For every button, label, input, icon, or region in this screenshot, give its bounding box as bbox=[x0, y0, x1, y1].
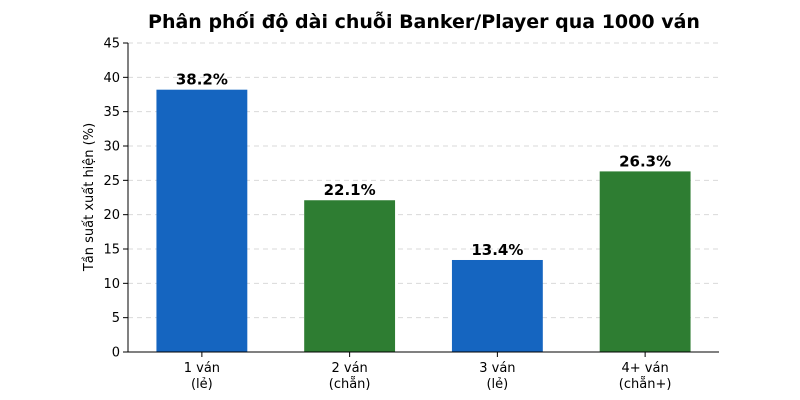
y-tick-label: 35 bbox=[103, 105, 120, 120]
x-tick-label-line: 1 ván bbox=[184, 361, 220, 376]
chart-title: Phân phối độ dài chuỗi Banker/Player qua… bbox=[148, 9, 700, 33]
y-tick-label: 5 bbox=[112, 311, 120, 326]
y-tick-label: 30 bbox=[103, 140, 120, 155]
x-tick-label-line: 4+ ván bbox=[622, 361, 669, 376]
axes bbox=[123, 42, 719, 357]
bar-data-label: 22.1% bbox=[324, 181, 376, 199]
x-tick-label: 4+ ván (chẵn+) bbox=[619, 361, 672, 392]
y-tick-label: 0 bbox=[112, 346, 120, 361]
x-tick-label: 3 ván (lẻ) bbox=[479, 361, 515, 392]
bar bbox=[451, 259, 543, 352]
x-tick-label-line: (lẻ) bbox=[486, 377, 508, 392]
y-axis-label: Tần suất xuất hiện (%) bbox=[82, 123, 97, 272]
bar-data-label: 38.2% bbox=[176, 71, 228, 89]
y-tick-label: 25 bbox=[103, 174, 120, 189]
bar bbox=[599, 171, 691, 352]
x-tick-label-line: 2 ván bbox=[331, 361, 367, 376]
y-tick-label: 10 bbox=[103, 277, 120, 292]
x-tick-label-line: 3 ván bbox=[479, 361, 515, 376]
bar bbox=[304, 200, 396, 352]
bar bbox=[156, 89, 248, 353]
x-tick-label-line: (chẵn+) bbox=[619, 377, 672, 392]
x-tick-label: 1 ván (lẻ) bbox=[184, 361, 220, 392]
x-tick-label-line: (chẵn) bbox=[329, 377, 371, 392]
bars bbox=[156, 89, 691, 353]
bar-data-label: 26.3% bbox=[619, 152, 671, 170]
y-tick-label: 15 bbox=[103, 243, 120, 258]
x-tick-label-line: (lẻ) bbox=[191, 377, 213, 392]
y-tick-label: 40 bbox=[103, 71, 120, 86]
x-tick-label: 2 ván (chẵn) bbox=[329, 361, 371, 392]
y-tick-label: 45 bbox=[103, 37, 120, 52]
y-tick-label: 20 bbox=[103, 208, 120, 223]
bar-data-label: 13.4% bbox=[471, 241, 523, 259]
